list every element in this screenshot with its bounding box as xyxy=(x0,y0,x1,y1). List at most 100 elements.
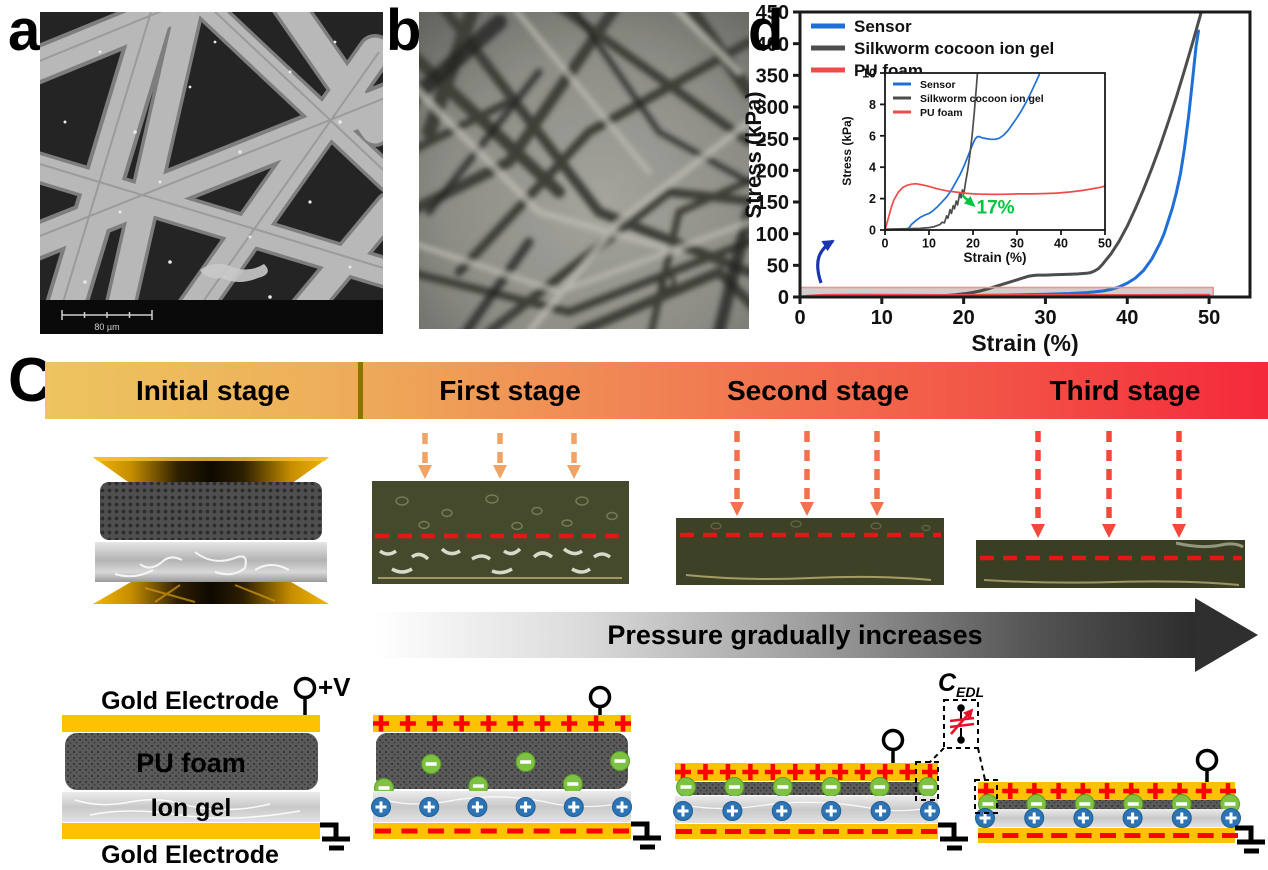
initial-stage-photo xyxy=(93,457,329,604)
second-stage-press-arrows xyxy=(730,431,884,516)
variable-capacitor-arrow xyxy=(950,708,974,735)
svg-text:4: 4 xyxy=(869,161,876,175)
cedl-callout: C EDL xyxy=(928,669,986,781)
label-top-electrode: Gold Electrode xyxy=(101,687,279,715)
svg-text:400: 400 xyxy=(756,34,789,56)
pressure-arrow: Pressure gradually increases xyxy=(373,598,1258,672)
svg-text:50: 50 xyxy=(1198,307,1220,329)
svg-text:10: 10 xyxy=(871,307,893,329)
svg-text:50: 50 xyxy=(767,256,789,278)
svg-text:200: 200 xyxy=(756,161,789,183)
svg-text:250: 250 xyxy=(756,129,789,151)
svg-text:Sensor: Sensor xyxy=(854,17,912,36)
voltage-terminal xyxy=(293,676,317,715)
svg-text:30: 30 xyxy=(1034,307,1056,329)
svg-text:Stress (kPa): Stress (kPa) xyxy=(840,116,854,185)
stage-title-initial: Initial stage xyxy=(135,375,291,406)
svg-text:50: 50 xyxy=(1098,237,1112,251)
top-gold xyxy=(373,715,631,732)
edl-zoom-box xyxy=(974,779,998,814)
svg-text:Stress (kPa): Stress (kPa) xyxy=(745,91,766,218)
sem-image: 80 µm xyxy=(40,12,383,334)
third-stage-photo xyxy=(976,540,1245,588)
initial-top-gold xyxy=(62,715,320,732)
sem-info-bar xyxy=(40,300,383,334)
voltage-label: +V xyxy=(318,672,351,702)
ground-symbol xyxy=(320,822,350,851)
label-bottom-electrode: Gold Electrode xyxy=(101,841,279,869)
terminal xyxy=(881,728,905,763)
svg-text:Strain (%): Strain (%) xyxy=(963,250,1026,265)
cation-row xyxy=(371,797,632,817)
first-stage-schematic xyxy=(371,685,661,850)
stage-title-first: First stage xyxy=(439,375,581,406)
svg-text:0: 0 xyxy=(794,307,805,329)
stage-photos-band xyxy=(93,431,1245,604)
svg-text:Strain (%): Strain (%) xyxy=(971,330,1078,356)
svg-text:Silkworm cocoon ion gel: Silkworm cocoon ion gel xyxy=(854,39,1054,58)
svg-text:Sensor: Sensor xyxy=(920,79,956,91)
third-stage-schematic xyxy=(974,748,1265,854)
first-stage-press-arrows xyxy=(418,433,581,479)
cation-row xyxy=(975,808,1241,828)
gel-layer xyxy=(978,809,1235,827)
stress-strain-chart: 0 10 20 30 40 50050100150200250300350400450St… xyxy=(745,2,1252,356)
second-stage-photo xyxy=(676,518,944,585)
stage-title-second: Second stage xyxy=(726,375,910,406)
pressure-arrow-label: Pressure gradually increases xyxy=(607,620,982,650)
edl-zoom-box xyxy=(915,761,939,801)
svg-text:300: 300 xyxy=(756,97,789,119)
third-stage-press-arrows xyxy=(1031,431,1186,538)
svg-text:8: 8 xyxy=(869,98,876,112)
ground-symbol xyxy=(938,822,968,851)
first-stage-group xyxy=(372,433,629,584)
cation-row xyxy=(673,801,940,821)
ground-symbol xyxy=(1235,825,1265,854)
svg-text:40: 40 xyxy=(1116,307,1138,329)
panel-d-label: d xyxy=(748,0,784,63)
svg-text:0: 0 xyxy=(778,287,789,309)
zoom-callout-arrow xyxy=(816,239,835,284)
first-stage-photo xyxy=(372,481,629,584)
svg-text:20: 20 xyxy=(953,307,975,329)
stage-header-bar xyxy=(45,362,1268,419)
svg-text:150: 150 xyxy=(756,192,789,214)
optical-image xyxy=(419,12,749,329)
cedl-label-main: C xyxy=(938,669,957,697)
terminal xyxy=(588,685,612,715)
panel-b-label: b xyxy=(386,0,422,63)
foam-layer xyxy=(981,800,1233,809)
svg-text:40: 40 xyxy=(1054,237,1068,251)
initial-photo-foam xyxy=(100,482,322,540)
top-plus-row xyxy=(675,764,938,780)
svg-text:450: 450 xyxy=(756,2,789,24)
svg-text:17%: 17% xyxy=(977,198,1015,219)
stage-title-third: Third stage xyxy=(1049,375,1201,406)
foam-layer xyxy=(678,782,935,795)
svg-text:Silkworm cocoon ion gel: Silkworm cocoon ion gel xyxy=(920,93,1044,105)
svg-text:0: 0 xyxy=(869,224,876,238)
cedl-label-sub: EDL xyxy=(956,684,984,700)
second-stage-schematic xyxy=(673,728,968,851)
svg-text:2: 2 xyxy=(869,192,876,206)
third-stage-group xyxy=(976,431,1245,588)
top-plus-row xyxy=(373,715,631,732)
device-schematics: Gold Electrode +V PU foam Ion gel Gold E… xyxy=(62,669,1265,869)
svg-text:30: 30 xyxy=(1010,237,1024,251)
svg-text:350: 350 xyxy=(756,66,789,88)
gel-layer xyxy=(675,796,938,823)
foam-layer xyxy=(376,733,628,789)
second-stage-group xyxy=(676,431,944,585)
terminal xyxy=(1195,748,1219,782)
bottom-gold xyxy=(373,823,631,839)
ground-symbol xyxy=(631,821,661,850)
sem-scale-label: 80 µm xyxy=(94,322,119,332)
panel-a-label: a xyxy=(8,0,41,63)
svg-text:10: 10 xyxy=(922,237,936,251)
svg-text:100: 100 xyxy=(756,224,789,246)
sem-scale-bar xyxy=(61,310,153,320)
top-gold xyxy=(675,763,938,781)
svg-text:20: 20 xyxy=(966,237,980,251)
optical-fibers xyxy=(419,12,749,329)
